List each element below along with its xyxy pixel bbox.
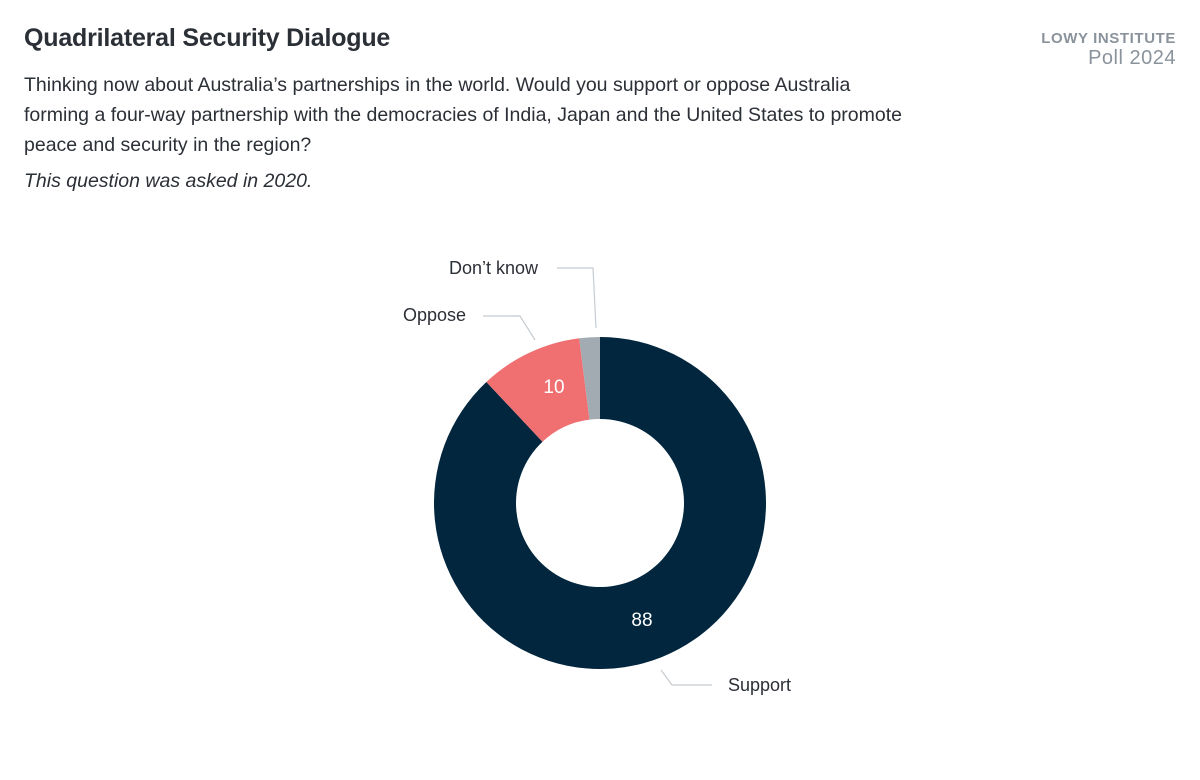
- donut-slices: [434, 336, 767, 669]
- value-oppose: 10: [543, 377, 564, 398]
- brand-logo: LOWY INSTITUTE Poll 2024: [1041, 30, 1176, 68]
- brand-poll: Poll 2024: [1088, 47, 1176, 69]
- slice-support: [434, 336, 767, 669]
- label-support: Support: [728, 675, 791, 695]
- slice-don-t-know: [579, 337, 600, 420]
- leader-line-dont-know: [557, 267, 597, 329]
- value-support: 88: [631, 610, 652, 631]
- chart-title: Quadrilateral Security Dialogue: [24, 24, 391, 52]
- brand-org: LOWY INSTITUTE: [1041, 30, 1176, 47]
- question-note: This question was asked in 2020.: [24, 170, 313, 192]
- label-oppose: Oppose: [403, 305, 466, 325]
- leader-line-oppose: [483, 315, 536, 341]
- slice-oppose: [486, 338, 590, 442]
- leader-line-support: [660, 669, 712, 686]
- label-dont-know: Don’t know: [449, 258, 539, 278]
- survey-question: Thinking now about Australia’s partnersh…: [24, 74, 902, 156]
